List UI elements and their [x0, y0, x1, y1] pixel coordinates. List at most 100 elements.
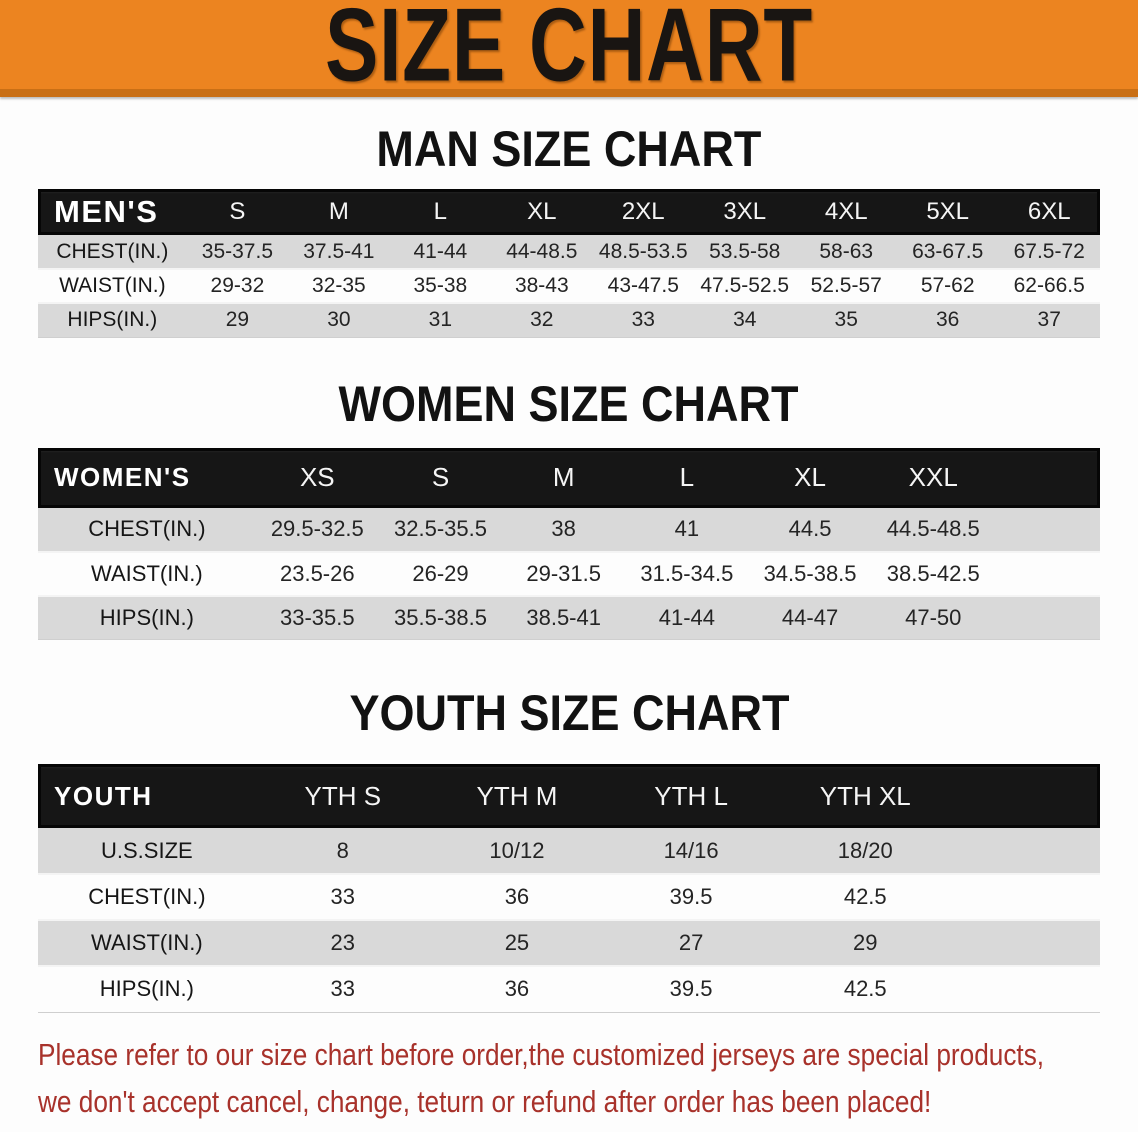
column-header: XL	[794, 462, 826, 492]
cell-value: 58-63	[819, 239, 874, 263]
filler-cell	[995, 448, 1100, 508]
table-row: U.S.SIZE 8 10/12 14/16 18/20	[38, 828, 1100, 874]
row-label: HIPS(IN.)	[99, 604, 194, 630]
column-header: YTH M	[476, 780, 558, 811]
women-table-body: CHEST(IN.) 29.5-32.5 32.5-35.5 38 41 44.5 44.5…	[38, 507, 1100, 640]
youth-table-header: YOUTH YTH S YTH M YTH L YTH XL	[38, 764, 1100, 828]
table-header-row: WOMEN'S XS S M L XL XXL	[38, 447, 1100, 508]
table-header-row: YOUTH YTH S YTH M YTH L YTH XL	[38, 764, 1100, 828]
cell-value: 34.5-38.5	[763, 560, 857, 586]
banner-title: SIZE CHART	[325, 0, 813, 103]
cell-value: 39.5	[669, 884, 713, 909]
cell-value: 37	[1037, 308, 1061, 332]
row-label: CHEST(IN.)	[56, 239, 169, 263]
column-header: XL	[527, 198, 557, 225]
cell-value: 10/12	[489, 837, 545, 863]
men-section-heading-text: MAN SIZE CHART	[376, 121, 762, 177]
cell-value: 30	[327, 308, 351, 332]
youth-section-heading: YOUTH SIZE CHART	[38, 687, 1100, 739]
cell-value: 14/16	[663, 837, 719, 863]
cell-value: 36	[504, 976, 530, 1002]
content: MAN SIZE CHART MEN'S S M L XL 2XL 3XL 4XL 5XL 6XL…	[0, 123, 1138, 1013]
cell-value: 33	[330, 884, 356, 909]
table-group-label: YOUTH	[54, 780, 153, 811]
cell-value: 23.5-26	[279, 560, 355, 586]
row-label: CHEST(IN.)	[88, 884, 206, 909]
column-header: S	[229, 198, 246, 225]
cell-value: 26-29	[412, 560, 469, 586]
cell-value: 33	[631, 308, 655, 332]
column-header: L	[433, 198, 448, 225]
cell-value: 18/20	[837, 837, 893, 863]
cell-value: 42.5	[843, 884, 887, 909]
column-header: 6XL	[1027, 198, 1071, 225]
cell-value: 39.5	[669, 976, 713, 1002]
filler-cell	[952, 874, 1100, 920]
row-label: HIPS(IN.)	[99, 976, 194, 1002]
cell-value: 33-35.5	[279, 604, 355, 630]
cell-value: 44-48.5	[506, 239, 578, 263]
cell-value: 25	[504, 930, 530, 955]
column-header: XXL	[908, 462, 958, 492]
table-row: CHEST(IN.) 33 36 39.5 42.5	[38, 874, 1100, 920]
cell-value: 27	[678, 930, 704, 955]
cell-value: 31.5-34.5	[640, 560, 734, 586]
cell-value: 38	[551, 516, 576, 541]
column-header: L	[679, 462, 695, 492]
cell-value: 29	[225, 308, 250, 332]
cell-value: 35	[834, 308, 858, 332]
women-size-table: WOMEN'S XS S M L XL XXL CHEST(IN.) 29.5-32.5 32.…	[38, 447, 1100, 640]
cell-value: 47.5-52.5	[700, 274, 790, 297]
cell-value: 34	[733, 308, 757, 332]
table-header-row: MEN'S S M L XL 2XL 3XL 4XL 5XL 6XL	[38, 189, 1100, 235]
table-row: CHEST(IN.) 29.5-32.5 32.5-35.5 38 41 44.5 44.5…	[38, 507, 1100, 552]
table-group-label: MEN'S	[54, 194, 159, 229]
row-label: HIPS(IN.)	[67, 308, 158, 332]
cell-value: 52.5-57	[810, 274, 882, 297]
disclaimer-line-2: we don't accept cancel, change, teturn o…	[38, 1083, 932, 1119]
cell-value: 32-35	[312, 274, 366, 297]
cell-value: 36	[504, 884, 530, 909]
cell-value: 29	[853, 930, 878, 955]
cell-value: 38.5-41	[526, 604, 601, 630]
column-header: M	[328, 198, 349, 225]
cell-value: 62-66.5	[1013, 274, 1085, 297]
men-section-heading: MAN SIZE CHART	[38, 123, 1100, 175]
column-header: YTH XL	[819, 780, 911, 811]
cell-value: 38-43	[514, 274, 569, 297]
men-size-table: MEN'S S M L XL 2XL 3XL 4XL 5XL 6XL CHEST(IN.) 35-3…	[38, 189, 1100, 338]
women-section-heading-text: WOMEN SIZE CHART	[339, 375, 799, 432]
disclaimer-line-1: Please refer to our size chart before or…	[38, 1036, 1045, 1072]
row-label: WAIST(IN.)	[91, 560, 203, 586]
cell-value: 37.5-41	[303, 239, 375, 263]
banner: SIZE CHART	[0, 0, 1138, 97]
cell-value: 44.5-48.5	[886, 516, 980, 541]
row-label: U.S.SIZE	[101, 837, 193, 863]
cell-value: 32	[530, 308, 554, 332]
cell-value: 44.5	[788, 516, 832, 541]
cell-value: 44-47	[781, 604, 839, 630]
column-header: M	[552, 462, 575, 492]
row-label: CHEST(IN.)	[88, 516, 206, 541]
cell-value: 48.5-53.5	[598, 239, 688, 263]
men-table-body: CHEST(IN.) 35-37.5 37.5-41 41-44 44-48.5 48.5…	[38, 235, 1100, 337]
cell-value: 41-44	[413, 239, 468, 263]
table-row: CHEST(IN.) 35-37.5 37.5-41 41-44 44-48.5 48.5…	[38, 235, 1100, 269]
table-row: HIPS(IN.) 33 36 39.5 42.5	[38, 966, 1100, 1012]
cell-value: 29-32	[210, 274, 265, 297]
column-header: 5XL	[926, 198, 970, 225]
cell-value: 33	[330, 976, 356, 1002]
cell-value: 57-62	[920, 274, 975, 297]
youth-section-heading-text: YOUTH SIZE CHART	[348, 685, 790, 741]
row-label: WAIST(IN.)	[59, 274, 166, 297]
filler-cell	[995, 596, 1100, 640]
youth-size-table: YOUTH YTH S YTH M YTH L YTH XL U.S.SIZE 8 10/1…	[38, 764, 1100, 1013]
column-header: 2XL	[621, 198, 665, 225]
cell-value: 35-38	[413, 274, 468, 297]
row-label: WAIST(IN.)	[91, 930, 203, 955]
table-row: HIPS(IN.) 29 30 31 32 33 34 35 36 37	[38, 303, 1100, 337]
filler-cell	[952, 966, 1100, 1012]
cell-value: 38.5-42.5	[886, 560, 980, 586]
column-header: 3XL	[723, 198, 767, 225]
cell-value: 47-50	[905, 604, 962, 630]
